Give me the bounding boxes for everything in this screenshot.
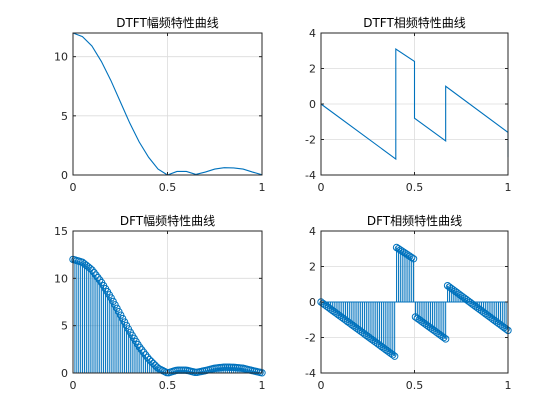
stem-marker [92,271,100,279]
subplot-title: DTFT幅频特性曲线 [116,15,219,30]
plot-area [317,243,512,360]
stem-marker [394,245,403,253]
stem-marker [396,246,405,254]
x-tick-label: 0.5 [159,181,177,194]
plot-area [320,47,509,161]
stem-marker [390,352,399,360]
subplot-2: 0 0.5 1 -4 -2 0 2 4 DTFT相频特性曲线 [305,15,511,194]
x-tick-label: 0.5 [406,181,424,194]
y-tick-label: 2 [309,261,316,274]
y-tick-label: 0 [61,169,68,182]
x-tick-label: 0 [70,379,77,392]
x-tick-label: 0 [70,181,77,194]
x-tick-label: 1 [259,181,266,194]
y-tick-label: 0 [61,367,68,380]
y-tick-label: -4 [305,169,316,182]
x-tick-label: 1 [505,181,512,194]
stem-marker [94,273,102,282]
stem-marker [145,355,154,364]
stem-marker [141,351,150,359]
x-tick-label: 1 [505,379,512,392]
stem-marker [392,243,401,252]
stem-marker [409,255,418,263]
y-tick-label: 10 [54,272,68,285]
stem-marker [143,353,152,362]
stem-marker [86,264,94,273]
x-tick-label: 0.5 [159,379,177,392]
y-tick-label: -2 [305,134,316,147]
stem-marker [402,250,410,258]
y-tick-label: 4 [309,27,316,40]
stem-marker [404,251,412,259]
stem-marker [90,268,98,277]
stem-marker [389,351,397,359]
x-tick-label: 0.5 [406,379,424,392]
stem-marker [440,333,448,342]
stem-marker [406,252,414,260]
y-tick-label: 10 [54,51,68,64]
subplot-title: DFT幅频特性曲线 [120,213,215,228]
y-tick-label: 4 [309,225,316,238]
y-tick-label: 0 [309,98,316,111]
y-tick-label: 2 [309,63,316,76]
stem-marker [400,248,408,257]
stem-marker [153,363,161,371]
stem-marker [147,357,155,366]
x-tick-label: 0 [318,379,325,392]
stem-marker [407,253,416,262]
stem-marker [502,325,510,333]
x-tick-label: 0 [318,181,325,194]
stem-marker [220,363,228,371]
stem-marker [441,335,450,343]
stem-marker [139,348,148,357]
stem-marker [138,346,146,354]
y-tick-label: -4 [305,367,316,380]
stem-marker [149,359,157,368]
y-tick-label: -2 [305,332,316,345]
y-tick-label: 0 [309,296,316,309]
stem-marker [88,266,96,274]
series-line [320,47,509,161]
stem-marker [398,247,406,255]
subplot-title: DFT相频特性曲线 [367,213,462,228]
y-tick-label: 15 [54,225,68,238]
y-tick-label: 5 [61,320,68,333]
x-tick-label: 1 [259,379,266,392]
subplot-4: 0 0.5 1 -4 -2 0 2 4 DFT相频特性曲线 [305,213,512,392]
stem-marker [136,343,144,352]
y-tick-label: 5 [61,110,68,123]
subplot-title: DTFT相频特性曲线 [363,15,466,30]
